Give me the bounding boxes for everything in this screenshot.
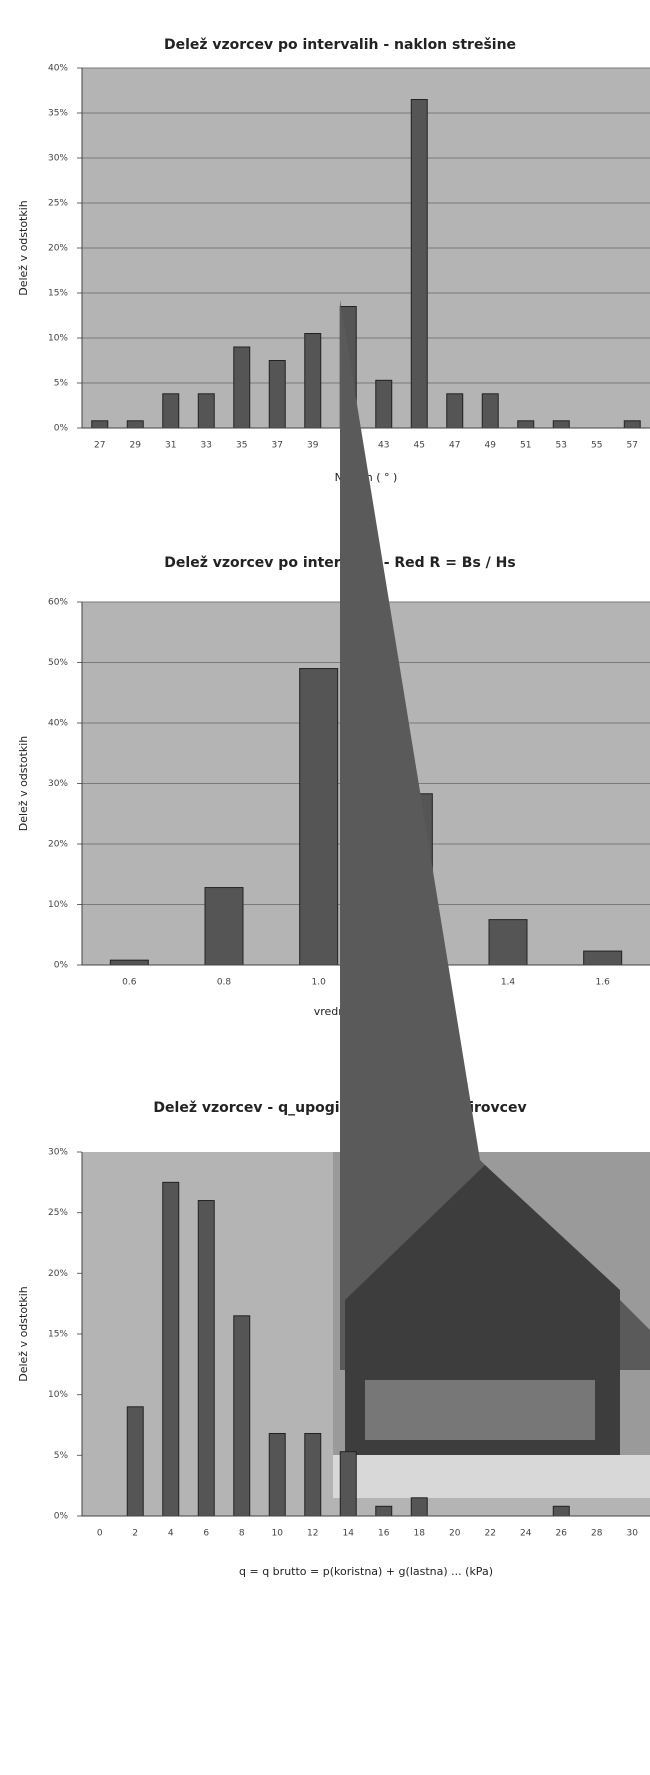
y-tick-label: 25% [48, 199, 68, 209]
bar [234, 347, 250, 428]
chart-page: Delež vzorcev po intervalih - naklon str… [0, 0, 650, 1775]
y-tick-label: 0% [54, 424, 69, 434]
x-tick-label: 6 [203, 1529, 209, 1539]
bar [482, 394, 498, 428]
y-tick-label: 5% [54, 379, 69, 389]
x-tick-label: 8 [239, 1529, 245, 1539]
y-tick-label: 20% [48, 244, 68, 254]
bar [269, 361, 285, 429]
x-tick-label: 4 [168, 1529, 174, 1539]
x-tick-label: 14 [343, 1529, 355, 1539]
x-tick-label: 1.6 [596, 978, 611, 988]
bar [163, 1182, 179, 1516]
y-tick-label: 15% [48, 1330, 68, 1340]
x-tick-label: 2 [132, 1529, 138, 1539]
photo-opening [365, 1380, 595, 1440]
bar [305, 1433, 321, 1516]
x-tick-label: 53 [556, 441, 567, 451]
bar [340, 1452, 356, 1516]
y-tick-label: 30% [48, 779, 68, 789]
bar [489, 920, 527, 965]
y-axis-label: Delež v odstotkih [17, 1286, 30, 1382]
x-tick-label: 28 [591, 1529, 603, 1539]
x-tick-label: 45 [414, 441, 425, 451]
y-tick-label: 20% [48, 840, 68, 850]
chart-title: Delež vzorcev po intervalih - naklon str… [164, 37, 516, 53]
bar [127, 421, 143, 428]
bar [553, 1506, 569, 1516]
y-tick-label: 40% [48, 719, 68, 729]
photo-ground [333, 1455, 650, 1498]
x-tick-label: 43 [378, 441, 389, 451]
bar [447, 394, 463, 428]
x-tick-label: 16 [378, 1529, 390, 1539]
y-tick-label: 15% [48, 289, 68, 299]
x-tick-label: 55 [591, 441, 602, 451]
bar [624, 421, 640, 428]
x-tick-label: 1.0 [312, 978, 327, 988]
bar [92, 421, 108, 428]
x-tick-label: 33 [201, 441, 212, 451]
bar [305, 334, 321, 429]
bar [376, 1506, 392, 1516]
y-tick-label: 50% [48, 658, 68, 668]
y-tick-label: 35% [48, 109, 68, 119]
y-tick-label: 0% [54, 1512, 69, 1522]
x-tick-label: 35 [236, 441, 247, 451]
x-tick-label: 0.8 [217, 978, 232, 988]
y-tick-label: 30% [48, 154, 68, 164]
x-axis-label: q = q brutto = p(koristna) + g(lastna) .… [239, 1565, 493, 1578]
x-tick-label: 0 [97, 1529, 103, 1539]
y-tick-label: 60% [48, 598, 68, 608]
x-tick-label: 22 [485, 1529, 496, 1539]
x-tick-label: 18 [414, 1529, 426, 1539]
x-tick-label: 47 [449, 441, 460, 451]
x-tick-label: 12 [307, 1529, 318, 1539]
x-tick-label: 37 [272, 441, 283, 451]
y-tick-label: 40% [48, 64, 68, 74]
y-tick-label: 5% [54, 1451, 69, 1461]
x-tick-label: 57 [627, 441, 638, 451]
x-tick-label: 49 [485, 441, 497, 451]
bar [163, 394, 179, 428]
x-tick-label: 30 [627, 1529, 639, 1539]
x-tick-label: 51 [520, 441, 531, 451]
y-tick-label: 10% [48, 900, 68, 910]
bar [269, 1433, 285, 1516]
bar [234, 1316, 250, 1516]
y-tick-label: 20% [48, 1269, 68, 1279]
bar [127, 1407, 143, 1516]
bar [411, 1498, 427, 1516]
x-tick-label: 27 [94, 441, 105, 451]
bar [584, 951, 622, 965]
bar [411, 100, 427, 429]
y-tick-label: 0% [54, 961, 69, 971]
x-tick-label: 24 [520, 1529, 532, 1539]
bar [376, 380, 392, 428]
y-axis-label: Delež v odstotkih [17, 736, 30, 832]
x-tick-label: 20 [449, 1529, 461, 1539]
bar [110, 960, 148, 965]
bar [198, 1201, 214, 1516]
x-tick-label: 26 [556, 1529, 568, 1539]
x-tick-label: 1.4 [501, 978, 516, 988]
y-tick-label: 30% [48, 1148, 68, 1158]
bar [300, 669, 338, 965]
bar [205, 888, 243, 965]
bar [553, 421, 569, 428]
bar [198, 394, 214, 428]
x-tick-label: 39 [307, 441, 319, 451]
x-tick-label: 0.6 [122, 978, 137, 988]
x-tick-label: 29 [130, 441, 142, 451]
x-tick-label: 31 [165, 441, 176, 451]
y-axis-label: Delež v odstotkih [17, 200, 30, 296]
bar [518, 421, 534, 428]
y-tick-label: 10% [48, 1390, 68, 1400]
y-tick-label: 10% [48, 334, 68, 344]
x-tick-label: 10 [272, 1529, 284, 1539]
y-tick-label: 25% [48, 1208, 68, 1218]
